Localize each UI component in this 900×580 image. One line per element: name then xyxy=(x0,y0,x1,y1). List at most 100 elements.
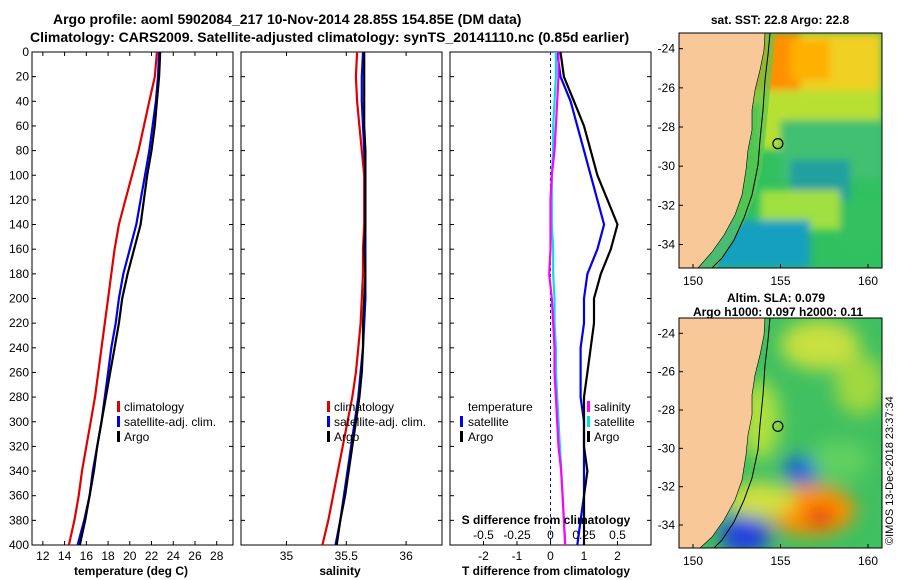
y-tick-label: 160 xyxy=(9,242,29,256)
y-tick-label: 80 xyxy=(16,144,30,158)
series-line-t-argo-climatology xyxy=(559,52,619,545)
legend-swatch-argo xyxy=(587,431,590,442)
s-x-tick-label: -0.25 xyxy=(503,528,531,542)
x-tick-label: -2 xyxy=(478,549,489,563)
legend-label-satellite: satellite xyxy=(594,415,635,429)
x-tick-label: 20 xyxy=(123,549,137,563)
y-tick-label: 380 xyxy=(9,513,29,527)
y-tick-label: 340 xyxy=(9,464,29,478)
x-tick-label: 16 xyxy=(80,549,94,563)
x-tick-label: 2 xyxy=(614,549,621,563)
sla-yellow-e xyxy=(835,355,882,415)
series-line-t-satellite-climatology xyxy=(556,52,606,545)
t-difference-axis-label: T difference from climatology xyxy=(462,564,630,578)
map-x-tick-label: 160 xyxy=(858,554,878,568)
legend-swatch-argo xyxy=(460,431,463,442)
legend-label-argo: Argo xyxy=(594,430,620,444)
sla-red-core xyxy=(806,508,834,526)
legend-label-argo: Argo xyxy=(334,430,360,444)
legend-swatch-satellite xyxy=(587,416,590,427)
y-tick-label: 400 xyxy=(9,538,29,552)
legend-swatch-argo xyxy=(117,431,120,442)
temperature-series xyxy=(67,52,162,545)
land-shelf-green xyxy=(698,33,775,268)
y-tick-label: 20 xyxy=(16,70,30,84)
legend-swatch-satellite xyxy=(117,416,120,427)
legend-swatch-satellite xyxy=(460,416,463,427)
x-tick-label: -1 xyxy=(512,549,523,563)
y-tick-label: 100 xyxy=(9,168,29,182)
series-line-s-argo-climatology xyxy=(548,52,567,545)
temperature-legend: climatology satellite-adj. clim. Argo xyxy=(117,400,216,444)
y-tick-label: 120 xyxy=(9,193,29,207)
x-tick-label: 35 xyxy=(280,549,294,563)
y-tick-label: 0 xyxy=(22,45,29,59)
x-tick-label: 26 xyxy=(188,549,202,563)
series-line-satellite-adj-clim- xyxy=(334,52,367,545)
x-tick-label: 24 xyxy=(167,549,181,563)
x-tick-label: 1 xyxy=(581,549,588,563)
map-y-tick-label: -30 xyxy=(658,441,676,455)
legend-swatch-argo xyxy=(327,431,330,442)
salinity-x-axis: 35 35.5 36 xyxy=(280,52,413,563)
map-y-tick-label: -24 xyxy=(658,42,676,56)
map-x-tick-label: 160 xyxy=(858,274,878,288)
map-y-tick-label: -32 xyxy=(658,198,676,212)
series-line-climatology xyxy=(67,52,158,545)
y-tick-label: 300 xyxy=(9,415,29,429)
legend-label-satellite: satellite-adj. clim. xyxy=(124,415,216,429)
sla-map-title-line2: Argo h1000: 0.097 h2000: 0.11 xyxy=(693,305,863,319)
y-tick-label: 280 xyxy=(9,390,29,404)
y-tick-label: 140 xyxy=(9,218,29,232)
map-y-tick-label: -32 xyxy=(658,480,676,494)
salinity-axis-label: salinity xyxy=(319,564,361,578)
legend-swatch-climatology xyxy=(327,401,330,412)
x-tick-label: 35.5 xyxy=(335,549,359,563)
map-y-tick-label: -28 xyxy=(658,403,676,417)
legend-swatch-climatology xyxy=(587,401,590,412)
difference-series xyxy=(548,52,619,545)
map-y-tick-label: -26 xyxy=(658,365,676,379)
series-line-argo xyxy=(78,52,162,545)
legend-label-climatology: climatology xyxy=(124,400,184,414)
temperature-axis-label: temperature (deg C) xyxy=(74,564,188,578)
s-difference-legend: salinity satellite Argo xyxy=(587,400,635,444)
argo-float-marker xyxy=(772,138,784,150)
y-tick-label: 240 xyxy=(9,341,29,355)
sla-map-title-line1: Altim. SLA: 0.079 xyxy=(727,291,825,305)
x-tick-label: 36 xyxy=(399,549,413,563)
land-australia xyxy=(679,318,765,548)
legend-label-temperature: temperature xyxy=(468,400,533,414)
legend-label-satellite: satellite xyxy=(468,415,509,429)
sst-map-title: sat. SST: 22.8 Argo: 22.8 xyxy=(711,13,850,27)
sla-yellow-s xyxy=(725,482,795,518)
sla-blue-sw xyxy=(720,515,770,548)
depth-axis: 0 20 40 60 80 100 120 140 160 180 200 220 240 260 280 3… xyxy=(9,45,651,552)
y-tick-label: 60 xyxy=(16,119,30,133)
coastline xyxy=(697,33,766,268)
watermark: ©IMOS 13-Dec-2018 23:37:34 xyxy=(884,396,896,545)
series-line-satellite-adj-clim- xyxy=(76,52,161,545)
shelf-break-contour xyxy=(713,318,771,548)
x-tick-label: 14 xyxy=(58,549,72,563)
series-line-argo xyxy=(335,52,367,545)
argo-float-marker xyxy=(772,420,784,432)
land-australia xyxy=(679,33,765,268)
t-difference-legend: temperature satellite Argo xyxy=(460,400,533,444)
legend-swatch-climatology xyxy=(117,401,120,412)
map-y-tick-label: -26 xyxy=(658,81,676,95)
x-tick-label: 12 xyxy=(36,549,50,563)
x-tick-label: 22 xyxy=(145,549,159,563)
salinity-series xyxy=(321,52,367,545)
legend-label-satellite: satellite-adj. clim. xyxy=(334,415,426,429)
y-tick-label: 360 xyxy=(9,489,29,503)
salinity-panel-frame xyxy=(240,51,443,546)
coastline xyxy=(699,318,766,548)
map-x-tick-label: 150 xyxy=(683,274,703,288)
salinity-legend: climatology satellite-adj. clim. Argo xyxy=(327,400,426,444)
temperature-panel-frame xyxy=(31,51,234,546)
s-x-tick-label: 0.5 xyxy=(609,528,626,542)
legend-label-argo: Argo xyxy=(124,430,150,444)
y-tick-label: 40 xyxy=(16,94,30,108)
